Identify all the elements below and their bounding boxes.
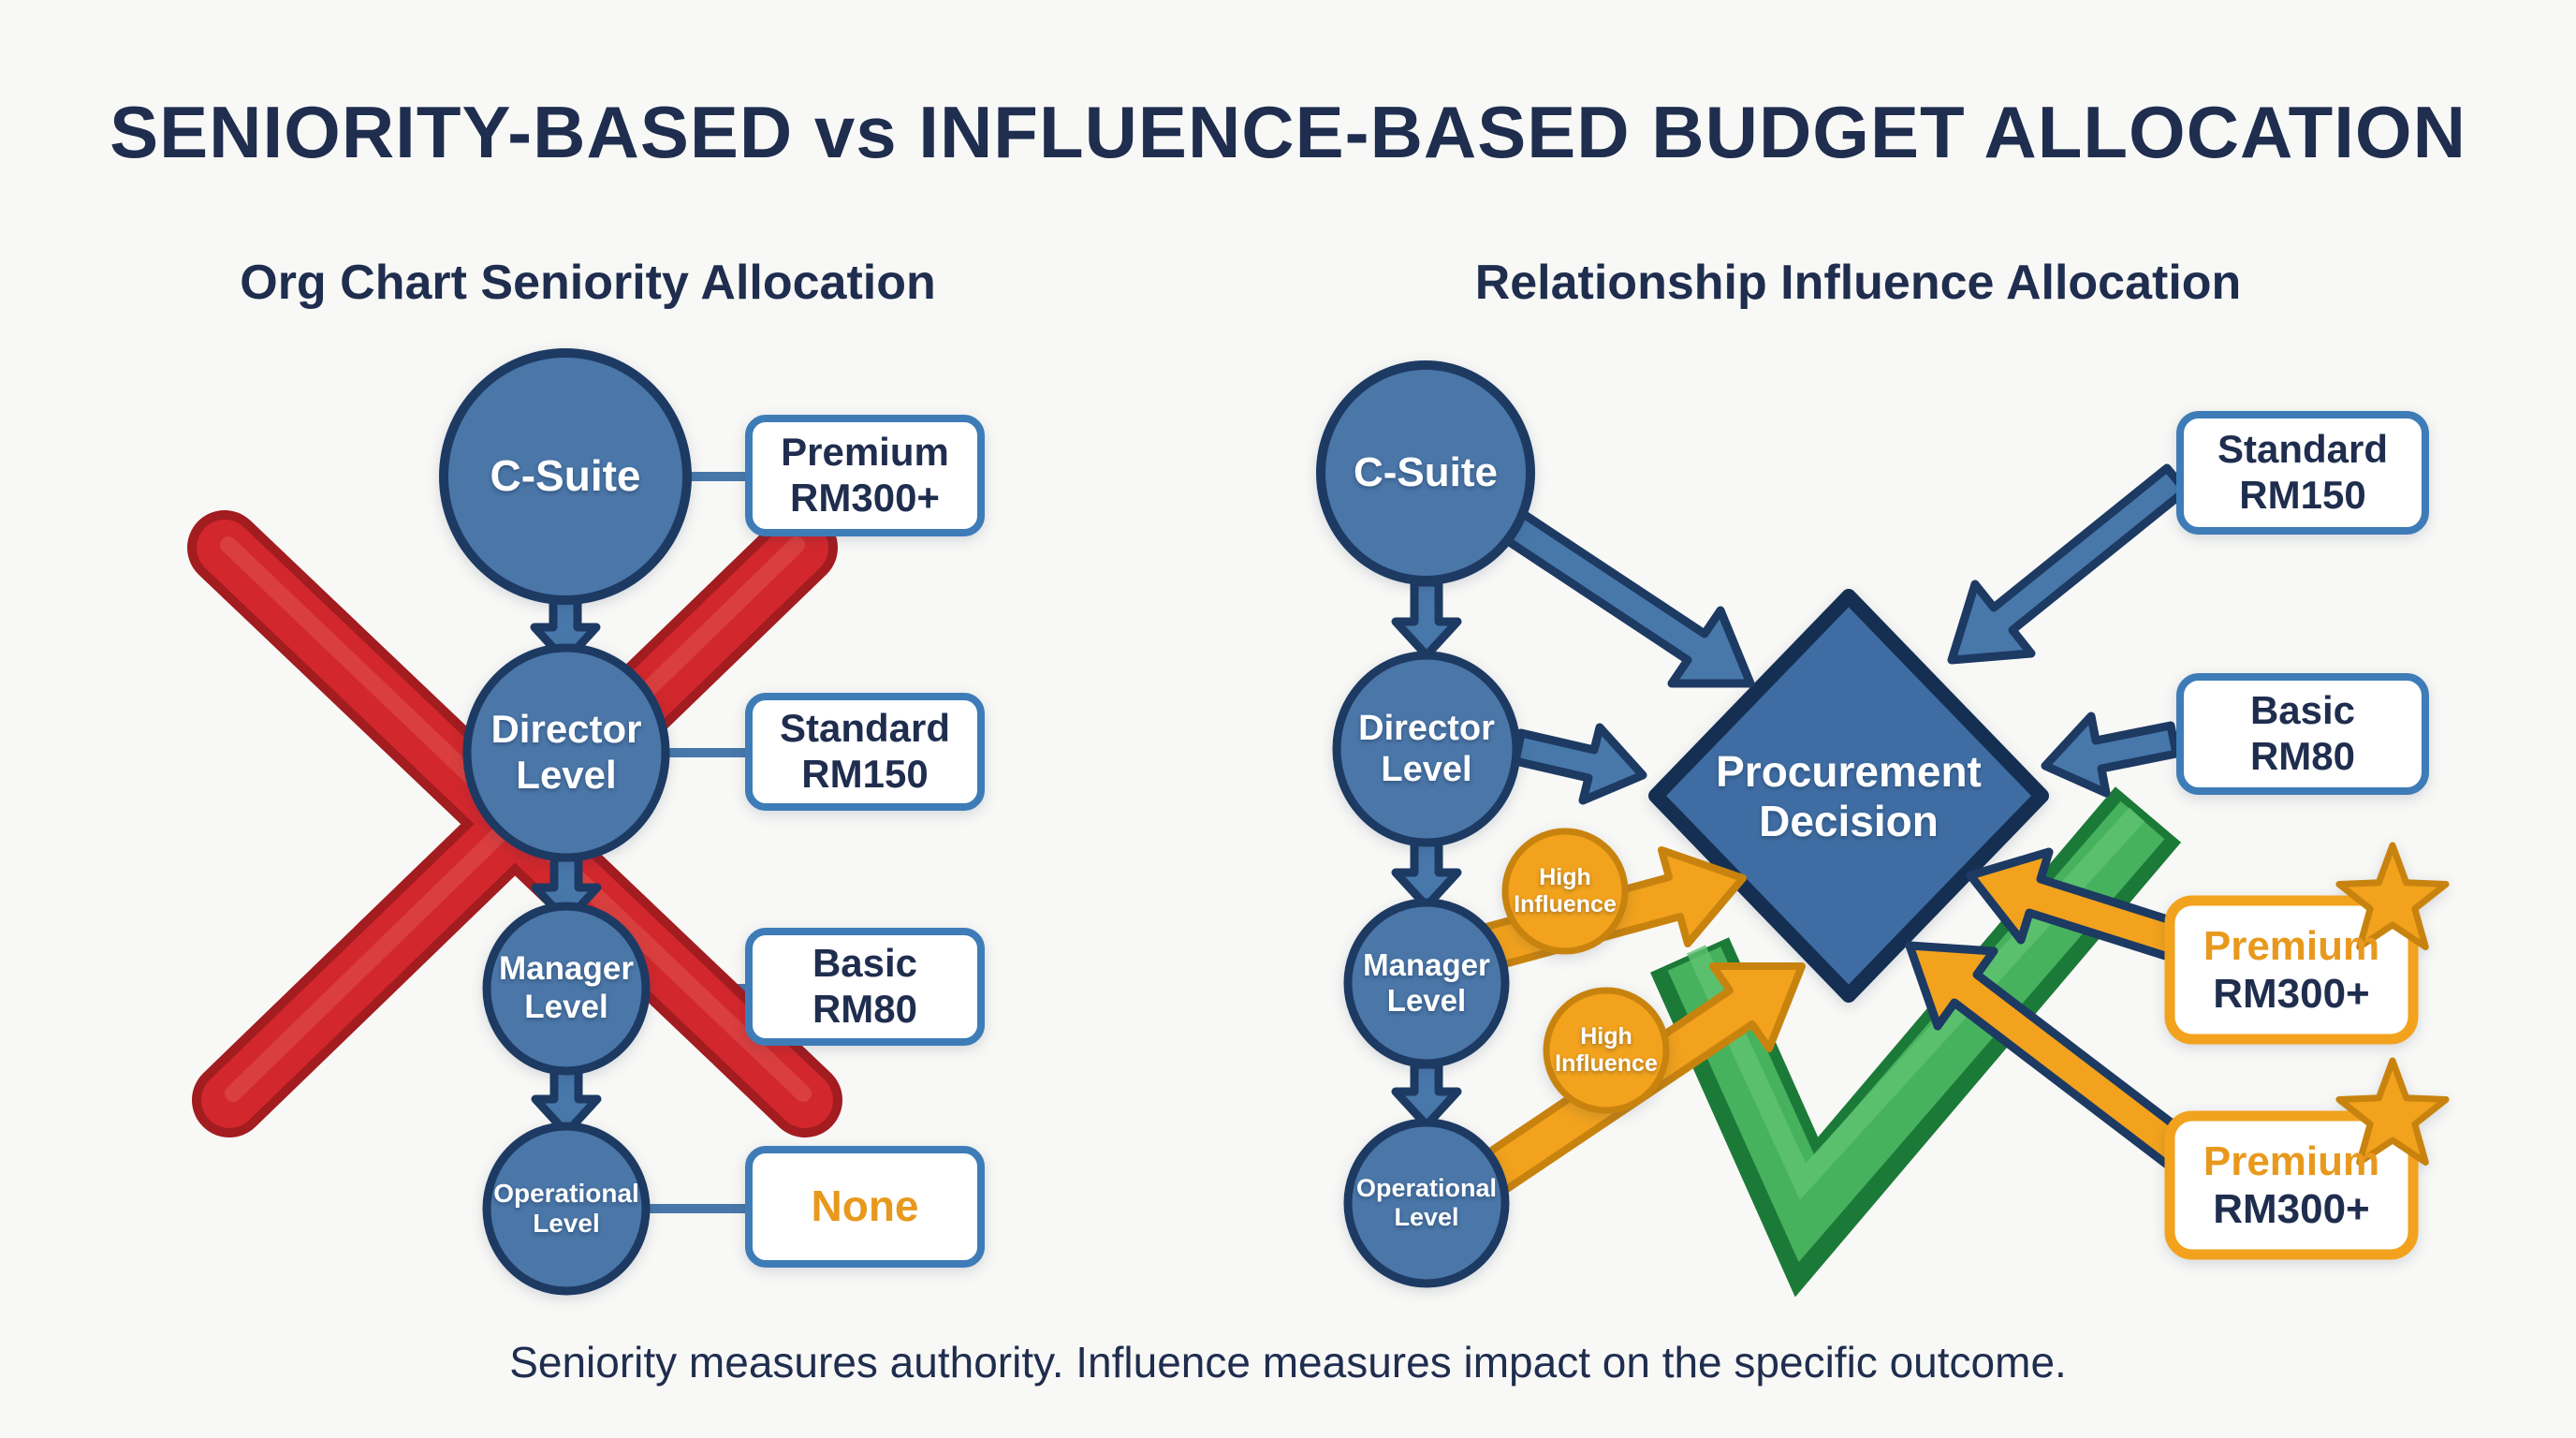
premium-arrows	[1905, 847, 2202, 1175]
high-influence-badges	[1501, 828, 1670, 1114]
right-org-circles	[1316, 360, 1535, 1288]
left-box-basic	[745, 928, 985, 1046]
left-circle-manager	[482, 902, 651, 1076]
left-box-standard	[745, 693, 985, 811]
left-circle-operational	[482, 1122, 651, 1296]
left-circle-director	[462, 643, 670, 862]
procurement-diamond	[1648, 589, 2049, 1003]
right-box-standard	[2176, 411, 2429, 535]
right-circle-operational	[1343, 1118, 1510, 1288]
arrow-premium2-to-decision	[1905, 941, 2202, 1175]
left-budget-boxes	[745, 415, 985, 1268]
right-circle-manager	[1343, 898, 1510, 1068]
premium-boxes	[2164, 842, 2450, 1260]
left-box-premium	[745, 415, 985, 536]
right-box-premium-1	[2164, 895, 2419, 1045]
high-influence-badge-1	[1501, 828, 1629, 955]
right-box-basic	[2176, 673, 2429, 795]
arrow-csuite-to-decision	[1492, 503, 1755, 688]
arrow-premium1-to-decision	[1966, 847, 2196, 965]
left-org-circles	[439, 348, 692, 1296]
right-box-premium-2	[2164, 1110, 2419, 1260]
left-circle-c-suite	[439, 348, 692, 605]
star-icon	[2335, 842, 2450, 950]
right-circle-c-suite	[1316, 360, 1535, 585]
left-box-none	[745, 1146, 985, 1268]
right-circle-director	[1332, 651, 1521, 847]
star-icon	[2335, 1057, 2450, 1166]
right-blue-boxes	[2176, 411, 2429, 795]
caption: Seniority measures authority. Influence …	[509, 1338, 2067, 1387]
page-title: SENIORITY-BASED vs INFLUENCE-BASED BUDGE…	[110, 91, 2466, 173]
arrow-director-to-decision	[1511, 723, 1647, 805]
arrow-basic-to-decision	[2041, 712, 2181, 798]
right-down-arrows	[1391, 578, 1462, 1130]
arrow-standard-to-decision	[1947, 463, 2190, 665]
blue-influence-arrows	[1492, 463, 2190, 805]
high-influence-badge-2	[1543, 987, 1670, 1114]
